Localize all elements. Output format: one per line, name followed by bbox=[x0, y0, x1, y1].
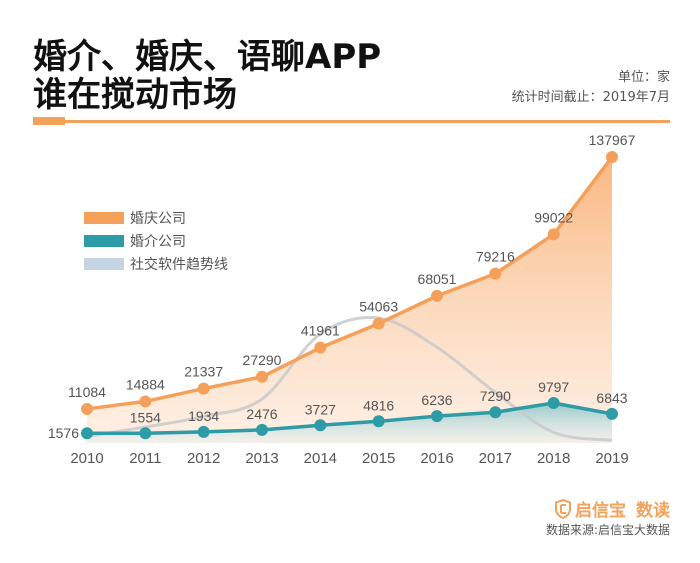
data-label-wedding-service: 99022 bbox=[534, 209, 573, 225]
data-label-wedding-service: 41961 bbox=[301, 323, 340, 339]
data-label-wedding-service: 54063 bbox=[359, 299, 398, 315]
data-source: 数据来源:启信宝大数据 bbox=[545, 523, 670, 537]
data-label-matchmaking: 1576 bbox=[48, 425, 79, 441]
point-wedding-service bbox=[197, 382, 210, 395]
point-matchmaking bbox=[256, 423, 268, 436]
data-label-matchmaking: 3727 bbox=[305, 401, 336, 417]
data-label-matchmaking: 6843 bbox=[596, 390, 627, 406]
point-matchmaking bbox=[372, 415, 385, 428]
title-line-2: 谁在搅动市场 bbox=[33, 75, 237, 115]
unit-label: 单位：家 bbox=[617, 70, 670, 85]
data-label-matchmaking: 2476 bbox=[246, 406, 277, 422]
point-matchmaking bbox=[81, 427, 93, 440]
data-label-matchmaking: 4816 bbox=[363, 397, 394, 413]
legend-swatch bbox=[84, 257, 124, 270]
data-label-wedding-service: 137967 bbox=[589, 132, 636, 148]
point-wedding-service bbox=[81, 402, 93, 415]
data-label-matchmaking: 9797 bbox=[538, 379, 569, 395]
title-divider-accent bbox=[33, 117, 65, 125]
point-wedding-service bbox=[431, 289, 443, 302]
point-matchmaking bbox=[139, 427, 152, 440]
brand-sub: 数读 bbox=[636, 501, 670, 521]
data-label-wedding-service: 14884 bbox=[126, 376, 165, 392]
data-label-wedding-service: 21337 bbox=[184, 364, 223, 380]
page-title: 婚介、婚庆、语聊APP 谁在搅动市场 bbox=[33, 38, 381, 114]
line-wedding-service bbox=[86, 155, 614, 411]
shield-logo-icon bbox=[555, 498, 571, 519]
point-wedding-service bbox=[547, 228, 560, 241]
legend-item-matchmaking: 婚介公司 bbox=[84, 229, 228, 252]
as-of-label: 统计时间截止：2019年7月 bbox=[511, 90, 670, 105]
x-tick-label: 2016 bbox=[420, 450, 453, 467]
data-label-wedding-service: 11084 bbox=[68, 384, 106, 400]
x-tick-label: 2015 bbox=[362, 450, 395, 467]
point-wedding-service bbox=[314, 341, 327, 354]
point-wedding-service bbox=[606, 151, 618, 163]
line-matchmaking bbox=[86, 401, 613, 436]
data-label-matchmaking: 7290 bbox=[480, 388, 511, 404]
point-wedding-service bbox=[372, 317, 385, 330]
point-matchmaking bbox=[606, 407, 618, 420]
legend-label: 婚介公司 bbox=[130, 233, 186, 250]
x-tick-label: 2012 bbox=[187, 450, 220, 467]
x-tick-label: 2011 bbox=[129, 450, 161, 467]
point-matchmaking bbox=[197, 425, 210, 438]
data-label-wedding-service: 68051 bbox=[418, 271, 457, 287]
x-tick-label: 2017 bbox=[479, 450, 512, 467]
data-label-wedding-service: 79216 bbox=[476, 249, 515, 265]
legend-label: 婚庆公司 bbox=[130, 210, 186, 227]
title-divider bbox=[33, 120, 670, 123]
title-line-1: 婚介、婚庆、语聊APP bbox=[33, 37, 382, 77]
point-matchmaking bbox=[431, 410, 443, 423]
area-wedding-service bbox=[87, 157, 612, 443]
x-tick-label: 2018 bbox=[537, 450, 570, 467]
point-matchmaking bbox=[547, 397, 560, 409]
x-tick-label: 2019 bbox=[595, 450, 628, 467]
trend-line-social bbox=[86, 315, 613, 442]
point-wedding-service bbox=[139, 395, 152, 408]
x-tick-label: 2013 bbox=[245, 450, 278, 467]
point-wedding-service bbox=[489, 267, 502, 280]
point-matchmaking bbox=[489, 406, 502, 419]
data-label-matchmaking: 6236 bbox=[421, 392, 452, 408]
point-wedding-service bbox=[256, 370, 268, 383]
x-tick-label: 2010 bbox=[70, 450, 103, 467]
legend-label: 社交软件趋势线 bbox=[130, 256, 228, 273]
legend: 婚庆公司 婚介公司 社交软件趋势线 bbox=[84, 206, 228, 275]
legend-item-social-trend: 社交软件趋势线 bbox=[84, 252, 228, 275]
legend-swatch bbox=[84, 211, 124, 224]
data-label-wedding-service: 27290 bbox=[243, 352, 282, 368]
legend-swatch bbox=[84, 234, 124, 247]
point-matchmaking bbox=[314, 419, 327, 432]
x-tick-label: 2014 bbox=[304, 450, 337, 467]
legend-item-wedding-service: 婚庆公司 bbox=[84, 206, 228, 229]
brand-logo: 启信宝 数读 bbox=[554, 496, 670, 521]
meta-info: 单位：家 统计时间截止：2019年7月 bbox=[512, 68, 670, 108]
brand-name: 启信宝 bbox=[575, 501, 626, 521]
data-label-matchmaking: 1934 bbox=[188, 408, 219, 424]
data-label-matchmaking: 1554 bbox=[130, 409, 161, 425]
